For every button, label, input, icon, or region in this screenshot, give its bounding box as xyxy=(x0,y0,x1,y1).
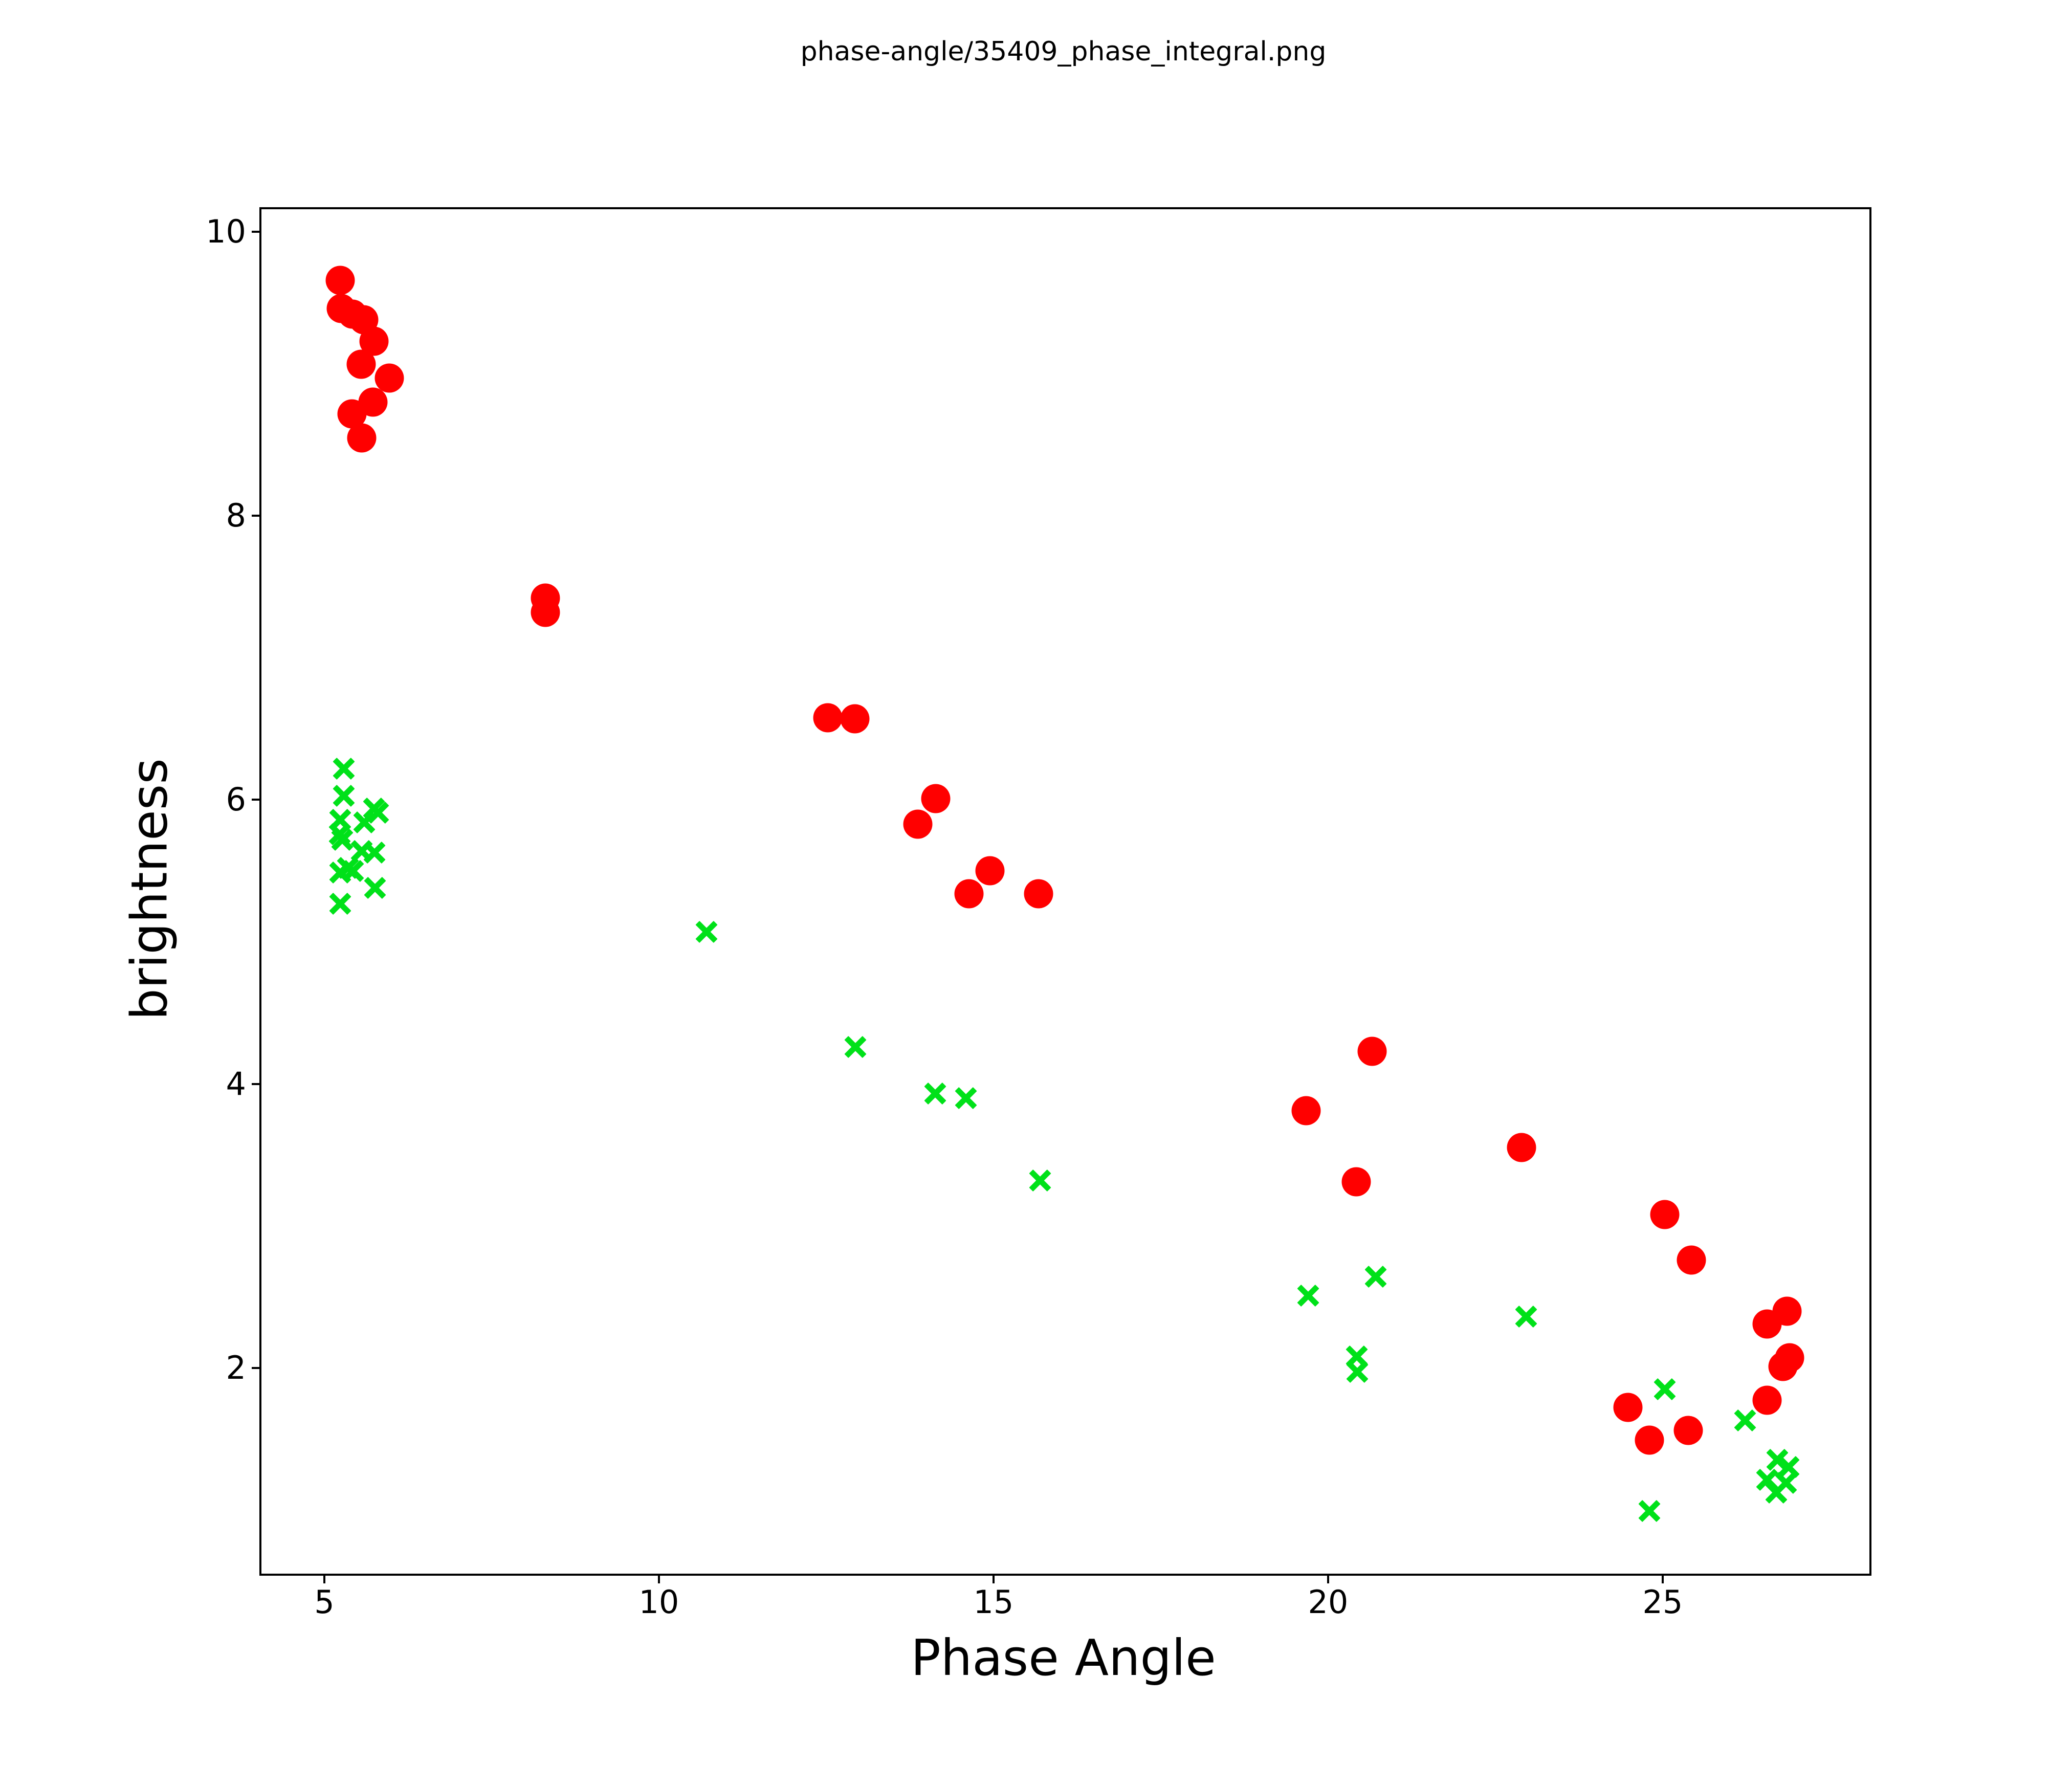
marker-red-dots xyxy=(975,856,1005,886)
marker-green-crosses xyxy=(1764,1480,1789,1506)
marker-green-crosses xyxy=(1732,1407,1758,1433)
x-tick-label: 25 xyxy=(1642,1583,1683,1621)
x-tick-label: 10 xyxy=(638,1583,679,1621)
x-tick xyxy=(323,1574,325,1583)
marker-red-dots xyxy=(1341,1167,1371,1197)
marker-red-dots xyxy=(921,784,951,813)
x-axis-label: Phase Angle xyxy=(911,1629,1216,1687)
x-tick xyxy=(657,1574,660,1583)
marker-green-crosses xyxy=(922,1081,948,1107)
marker-green-crosses xyxy=(694,919,719,945)
marker-green-crosses xyxy=(1363,1264,1388,1290)
x-tick xyxy=(1661,1574,1664,1583)
y-tick-label: 6 xyxy=(226,781,246,819)
marker-green-crosses xyxy=(1295,1283,1321,1308)
marker-red-dots xyxy=(1357,1036,1387,1066)
marker-green-crosses xyxy=(1652,1376,1678,1402)
y-tick-label: 2 xyxy=(226,1349,246,1386)
y-tick xyxy=(252,799,261,801)
marker-red-dots xyxy=(346,349,376,379)
marker-red-dots xyxy=(1650,1200,1680,1229)
x-tick xyxy=(1327,1574,1329,1583)
marker-red-dots xyxy=(954,879,983,909)
y-tick xyxy=(252,1366,261,1369)
marker-red-dots xyxy=(1673,1416,1703,1445)
marker-green-crosses xyxy=(1637,1498,1662,1524)
y-tick xyxy=(252,231,261,233)
marker-red-dots xyxy=(1752,1309,1782,1339)
y-tick xyxy=(252,1083,261,1085)
y-tick xyxy=(252,515,261,517)
marker-red-dots xyxy=(813,703,843,733)
x-tick xyxy=(992,1574,995,1583)
marker-red-dots xyxy=(325,266,355,295)
marker-green-crosses xyxy=(1027,1167,1053,1193)
marker-green-crosses xyxy=(1344,1359,1370,1385)
marker-red-dots xyxy=(1635,1425,1664,1455)
y-tick-label: 4 xyxy=(226,1065,246,1102)
marker-red-dots xyxy=(840,704,870,734)
marker-red-dots xyxy=(347,423,377,453)
marker-red-dots xyxy=(1613,1393,1643,1422)
plot-area: 5 10 15 20 25 2 4 6 8 10 xyxy=(206,207,1871,1618)
marker-red-dots xyxy=(1507,1133,1536,1162)
marker-red-dots xyxy=(1024,879,1053,909)
marker-red-dots xyxy=(531,598,560,627)
marker-red-dots xyxy=(374,363,404,393)
marker-green-crosses xyxy=(362,875,388,901)
marker-green-crosses xyxy=(351,810,377,835)
marker-green-crosses xyxy=(331,756,357,781)
y-tick-label: 8 xyxy=(226,497,246,535)
marker-red-dots xyxy=(1291,1096,1321,1126)
marker-green-crosses xyxy=(331,783,357,808)
figure-title: phase-angle/35409_phase_integral.png xyxy=(800,36,1327,67)
x-tick-label: 5 xyxy=(314,1583,335,1621)
marker-green-crosses xyxy=(953,1085,979,1111)
marker-red-dots xyxy=(903,809,933,839)
marker-red-dots xyxy=(1768,1352,1798,1381)
marker-red-dots xyxy=(1677,1245,1706,1275)
x-tick-label: 20 xyxy=(1308,1583,1349,1621)
marker-green-crosses xyxy=(1513,1304,1539,1330)
marker-green-crosses xyxy=(843,1034,868,1060)
x-tick-label: 15 xyxy=(973,1583,1014,1621)
marker-green-crosses xyxy=(327,891,353,916)
y-tick-label: 10 xyxy=(206,213,246,251)
